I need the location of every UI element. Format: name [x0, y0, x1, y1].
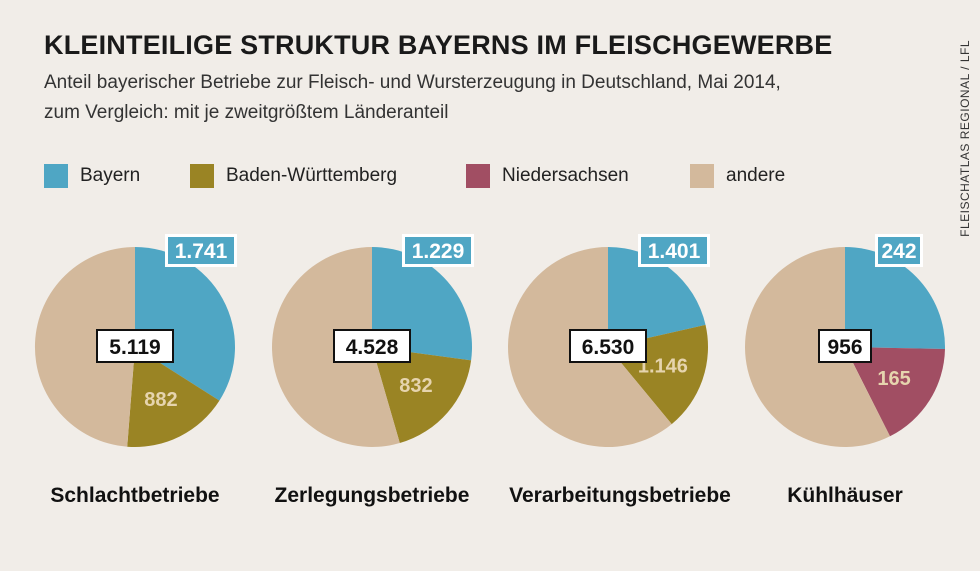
category-label: Schlachtbetriebe	[50, 484, 219, 507]
bavaria-value-box	[168, 237, 234, 264]
legend-item-baden-wuerttemberg: Baden-Württemberg	[190, 163, 397, 189]
legend: Bayern Baden-Württemberg Niedersachsen a…	[44, 163, 824, 191]
total-value-label: 956	[827, 336, 862, 359]
legend-item-bayern: Bayern	[44, 163, 140, 189]
chart-subtitle-line2: zum Vergleich: mit je zweitgrößtem Lände…	[44, 102, 449, 123]
legend-swatch-bayern	[44, 164, 68, 188]
legend-label-baden-wuerttemberg: Baden-Württemberg	[226, 165, 398, 186]
bavaria-value-box	[641, 237, 707, 264]
legend-item-niedersachsen: Niedersachsen	[466, 163, 629, 189]
second-slice-value-label: 165	[877, 368, 910, 390]
bavaria-value-label: 242	[881, 240, 916, 263]
second-slice-value-label: 832	[399, 375, 432, 397]
pie-slice-baden-wuerttemberg	[372, 347, 472, 444]
legend-swatch-andere	[690, 164, 714, 188]
pie-slice-bayern	[845, 247, 945, 349]
legend-item-andere: andere	[690, 163, 785, 189]
pie-slice-andere	[34, 247, 135, 447]
bavaria-value-box	[405, 237, 471, 264]
category-label: Zerlegungsbetriebe	[275, 484, 470, 507]
pie-slice-andere	[745, 247, 890, 447]
total-box	[333, 329, 411, 363]
total-value-label: 4.528	[346, 336, 399, 359]
total-box	[96, 329, 174, 363]
category-label: Verarbeitungsbetriebe	[509, 484, 731, 507]
second-slice-value-label: 1.146	[638, 356, 688, 378]
pie-kuehlhaeuser: 242 165 956 Kühlhäuser	[745, 234, 945, 507]
chart-subtitle-line1: Anteil bayerischer Betriebe zur Fleisch-…	[44, 72, 781, 93]
chart-title: KLEINTEILIGE STRUKTUR BAYERNS IM FLEISCH…	[44, 30, 833, 60]
pie-slice-niedersachsen	[845, 347, 945, 437]
legend-label-bayern: Bayern	[80, 165, 141, 186]
bavaria-value-label: 1.229	[412, 240, 465, 263]
pie-slice-baden-wuerttemberg	[127, 347, 220, 448]
legend-label-andere: andere	[726, 165, 786, 186]
total-value-label: 5.119	[109, 336, 160, 359]
legend-label-niedersachsen: Niedersachsen	[502, 165, 629, 186]
bavaria-value-label: 1.401	[648, 240, 701, 263]
pie-schlachtbetriebe: 1.741 882 5.119 Schlachtbetriebe	[34, 234, 237, 507]
total-box	[569, 329, 647, 363]
total-box	[818, 329, 872, 363]
legend-swatch-niedersachsen	[466, 164, 490, 188]
category-label: Kühlhäuser	[787, 484, 903, 507]
bavaria-value-box	[878, 237, 920, 264]
total-value-label: 6.530	[582, 336, 635, 359]
second-slice-value-label: 882	[144, 389, 177, 411]
bavaria-value-label: 1.741	[175, 240, 228, 263]
legend-swatch-baden-wuerttemberg	[190, 164, 214, 188]
pie-slice-bayern	[608, 246, 706, 347]
